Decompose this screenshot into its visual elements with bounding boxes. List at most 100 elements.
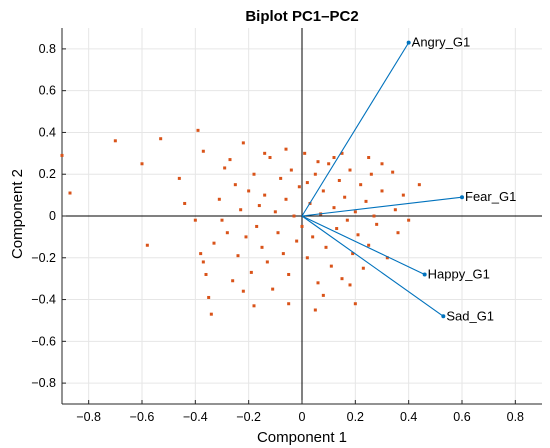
score-point <box>369 172 373 176</box>
score-point <box>303 151 307 155</box>
score-point <box>255 224 259 228</box>
score-point <box>228 158 232 162</box>
loading-vector <box>301 215 444 317</box>
x-tick-label: 0 <box>299 410 306 424</box>
score-point <box>217 197 221 201</box>
score-point <box>391 170 395 174</box>
score-point <box>335 227 339 231</box>
loading-vector-label: Angry_G1 <box>412 35 471 50</box>
score-point <box>193 218 197 222</box>
score-point <box>292 214 296 218</box>
y-axis-label: Component 2 <box>9 169 26 259</box>
score-point <box>367 156 371 160</box>
score-point <box>236 254 240 258</box>
score-point <box>177 176 181 180</box>
score-point <box>260 245 264 249</box>
y-tick-label: −0.6 <box>31 334 56 348</box>
score-point <box>279 176 283 180</box>
score-point <box>417 183 421 187</box>
y-tick-label: −0.8 <box>31 376 56 390</box>
score-point <box>345 218 349 222</box>
loading-vector <box>301 215 425 275</box>
y-tick-label: 0.2 <box>39 167 56 181</box>
score-point <box>212 241 216 245</box>
score-point <box>313 308 317 312</box>
score-point <box>284 147 288 151</box>
score-point <box>297 185 301 189</box>
loading-vector <box>301 196 463 217</box>
score-point <box>372 214 376 218</box>
score-point <box>407 218 411 222</box>
y-tick-label: 0.6 <box>39 84 56 98</box>
y-tick-label: −0.2 <box>31 251 56 265</box>
score-point <box>321 189 325 193</box>
score-point <box>337 178 341 182</box>
score-point <box>393 208 397 212</box>
score-point <box>287 272 291 276</box>
x-tick-label: −0.6 <box>130 410 155 424</box>
score-point <box>233 183 237 187</box>
loading-vector-tip <box>406 40 411 45</box>
score-point <box>223 166 227 170</box>
y-tick-label: 0.8 <box>39 42 56 56</box>
y-tick-label: 0.4 <box>39 125 56 139</box>
score-point <box>324 245 328 249</box>
score-point <box>209 312 213 316</box>
score-point <box>231 279 235 283</box>
y-tick-label: −0.4 <box>31 293 56 307</box>
score-point <box>196 128 200 132</box>
score-point <box>313 172 317 176</box>
loading-vector-label: Happy_G1 <box>428 266 490 281</box>
loading-vector-label: Fear_G1 <box>465 189 516 204</box>
score-point <box>316 160 320 164</box>
score-point <box>401 193 405 197</box>
score-point <box>207 295 211 299</box>
score-point <box>329 264 333 268</box>
loading-vector-label: Sad_G1 <box>446 308 494 323</box>
x-tick-label: 0.8 <box>507 410 524 424</box>
score-point <box>305 181 309 185</box>
score-point <box>183 201 187 205</box>
loading-vectors: Angry_G1 Fear_G1 Happy_G1 Sad_G1 <box>301 35 516 323</box>
score-point <box>316 281 320 285</box>
score-point <box>252 304 256 308</box>
score-point <box>380 162 384 166</box>
score-point <box>295 239 299 243</box>
x-tick-label: −0.2 <box>236 410 261 424</box>
score-point <box>204 272 208 276</box>
score-point <box>353 302 357 306</box>
score-point <box>348 168 352 172</box>
score-point <box>375 222 379 226</box>
score-point <box>199 252 203 256</box>
y-tick-label: 0 <box>49 209 56 223</box>
score-point <box>271 287 275 291</box>
score-point <box>273 210 277 214</box>
loading-vector-tip <box>422 272 427 277</box>
score-point <box>159 137 163 141</box>
x-tick-label: −0.8 <box>76 410 101 424</box>
score-point <box>241 289 245 293</box>
score-point <box>361 266 365 270</box>
score-point <box>265 260 269 264</box>
score-point <box>276 231 280 235</box>
score-point <box>340 151 344 155</box>
score-point <box>332 206 336 210</box>
score-point <box>239 208 243 212</box>
x-tick-label: −0.4 <box>183 410 208 424</box>
score-point <box>300 224 304 228</box>
score-point <box>327 162 331 166</box>
score-point <box>311 235 315 239</box>
score-point <box>225 231 229 235</box>
score-point <box>220 218 224 222</box>
score-point <box>281 252 285 256</box>
score-point <box>385 256 389 260</box>
score-point <box>263 151 267 155</box>
score-point <box>340 277 344 281</box>
loading-vector-tip <box>441 314 446 319</box>
score-points <box>60 128 421 316</box>
score-point <box>201 260 205 264</box>
score-point <box>247 189 251 193</box>
score-point <box>60 153 64 157</box>
score-point <box>241 141 245 145</box>
tick-labels: −0.8 −0.6 −0.4 −0.2 0 0.2 0.4 0.6 0.8 −0.8 −0.6 −0.… <box>31 42 524 424</box>
